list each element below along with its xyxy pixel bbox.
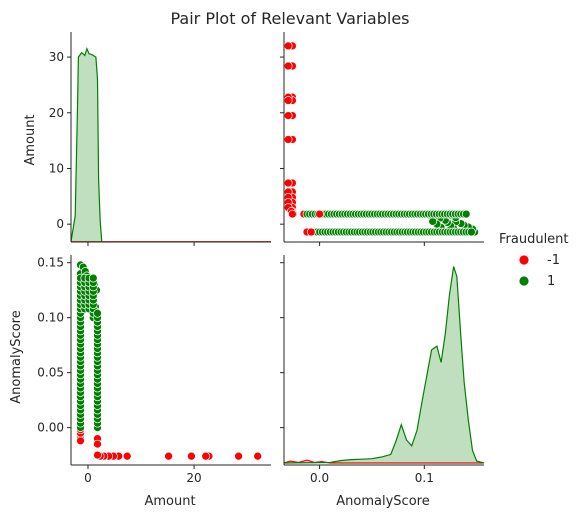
kde-line-amount-pos (70, 46, 103, 242)
legend-title: Fraudulent (499, 232, 569, 247)
panel-amount-anomaly: 0 20 0.00 0.05 0.10 0.15 (37, 255, 271, 485)
chart-title: Pair Plot of Relevant Variables (170, 9, 409, 28)
scatter-point (283, 41, 293, 51)
kde-fill-anomalyscore-pos (284, 266, 484, 463)
scatter-point (88, 273, 98, 283)
scatter-point (122, 451, 132, 461)
scatter-point (315, 209, 324, 219)
legend-marker-neg (518, 254, 530, 266)
x-tick-label: 0 (84, 471, 92, 485)
scatter-point (467, 227, 476, 237)
y-tick-label: 20 (49, 106, 64, 120)
kde-fill-amount-pos (71, 48, 102, 242)
y-tick-label: 0.00 (37, 421, 64, 435)
panel-anomaly-anomaly: 0.0 0.1 (280, 255, 485, 485)
scatter-point (283, 178, 293, 188)
scatter-point (164, 451, 173, 461)
xlabel-anomalyscore: AnomalyScore (336, 494, 429, 509)
scatter-point (93, 439, 102, 449)
scatter-point (283, 96, 293, 105)
scatter-point (201, 451, 211, 461)
legend-label-pos: 1 (547, 274, 555, 289)
ylabel-anomalyscore: AnomalyScore (9, 310, 24, 403)
y-tick-label: 0.15 (37, 256, 64, 270)
xlabel-amount: Amount (144, 494, 195, 509)
scatter-point (283, 61, 293, 71)
y-tick-label: 0.05 (37, 366, 64, 380)
y-tick-label: 0.10 (37, 311, 64, 325)
legend: Fraudulent -1 1 (499, 232, 569, 289)
ylabel-amount: Amount (23, 114, 38, 165)
scatter-point (306, 227, 316, 237)
panels: 0 10 20 30 0 20 0.00 0.05 0.10 0.15 0.0 0.1 (37, 32, 485, 485)
legend-marker-pos (518, 275, 530, 287)
kde-line-anomalyscore-pos (283, 266, 485, 464)
scatter-point (461, 209, 471, 219)
x-tick-label: 0.1 (415, 471, 434, 485)
scatter-point (76, 436, 85, 446)
scatter-point (283, 111, 293, 120)
y-tick-label: 30 (49, 50, 64, 64)
scatter-point (253, 451, 263, 461)
legend-label-neg: -1 (547, 253, 560, 268)
scatter-point (187, 451, 196, 461)
scatter-point (428, 217, 438, 226)
scatter-point (234, 451, 243, 461)
scatter-point (288, 209, 297, 219)
x-tick-label: 0.0 (310, 471, 329, 485)
x-tick-label: 20 (186, 471, 201, 485)
y-tick-label: 0 (56, 217, 64, 231)
y-tick-label: 10 (49, 161, 64, 175)
scatter-point (93, 308, 102, 318)
scatter-point (93, 450, 102, 460)
panel-amount-amount: 0 10 20 30 (49, 32, 271, 246)
scatter-point (283, 135, 293, 144)
panel-anomaly-amount (280, 32, 484, 246)
